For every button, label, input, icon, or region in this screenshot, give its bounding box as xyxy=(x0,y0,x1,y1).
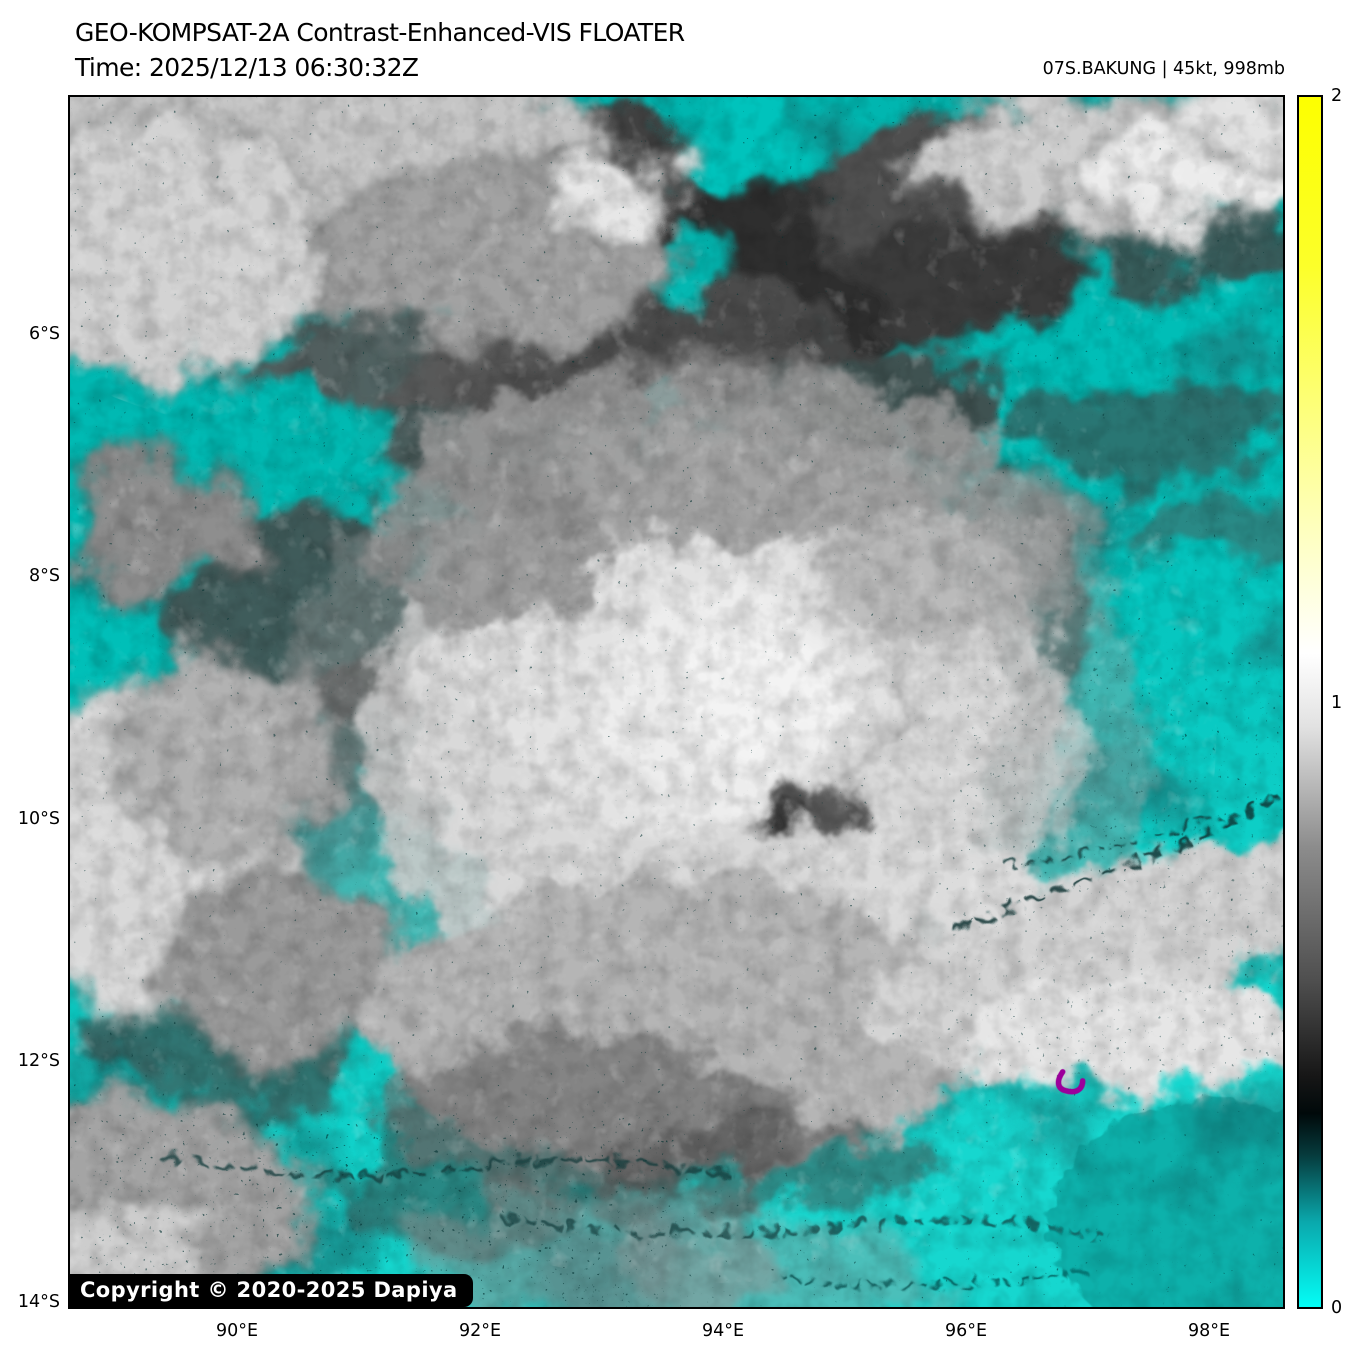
copyright-badge: Copyright © 2020-2025 Dapiya xyxy=(70,1274,473,1307)
colorbar xyxy=(1297,95,1323,1309)
timestamp-line: Time: 2025/12/13 06:30:32Z xyxy=(75,53,419,82)
colorbar-tick-1: 1 xyxy=(1331,693,1343,713)
x-axis-tick-90e: 90°E xyxy=(215,1321,259,1341)
x-axis-tick-94e: 94°E xyxy=(701,1321,745,1341)
page-title: GEO-KOMPSAT-2A Contrast-Enhanced-VIS FLO… xyxy=(75,18,685,47)
satellite-scene xyxy=(70,97,1283,1307)
colorbar-tick-0: 0 xyxy=(1331,1298,1343,1318)
purple-contour-mark xyxy=(1055,1069,1086,1095)
y-axis-tick-14s: 14°S xyxy=(17,1292,60,1312)
y-axis-tick-8s: 8°S xyxy=(29,566,60,586)
y-axis-tick-12s: 12°S xyxy=(17,1051,60,1071)
x-axis-tick-92e: 92°E xyxy=(458,1321,502,1341)
y-axis-tick-10s: 10°S xyxy=(17,809,60,829)
storm-info-label: 07S.BAKUNG | 45kt, 998mb xyxy=(1042,59,1285,79)
x-axis-tick-98e: 98°E xyxy=(1187,1321,1231,1341)
speckle-bottom-left xyxy=(89,1113,669,1304)
y-axis-tick-6s: 6°S xyxy=(29,324,60,344)
colorbar-tick-2: 2 xyxy=(1331,86,1343,106)
speckle-right xyxy=(947,655,1283,1074)
x-axis-tick-96e: 96°E xyxy=(944,1321,988,1341)
satellite-map: Copyright © 2020-2025 Dapiya xyxy=(68,95,1285,1309)
streak-layer xyxy=(164,794,1283,1307)
